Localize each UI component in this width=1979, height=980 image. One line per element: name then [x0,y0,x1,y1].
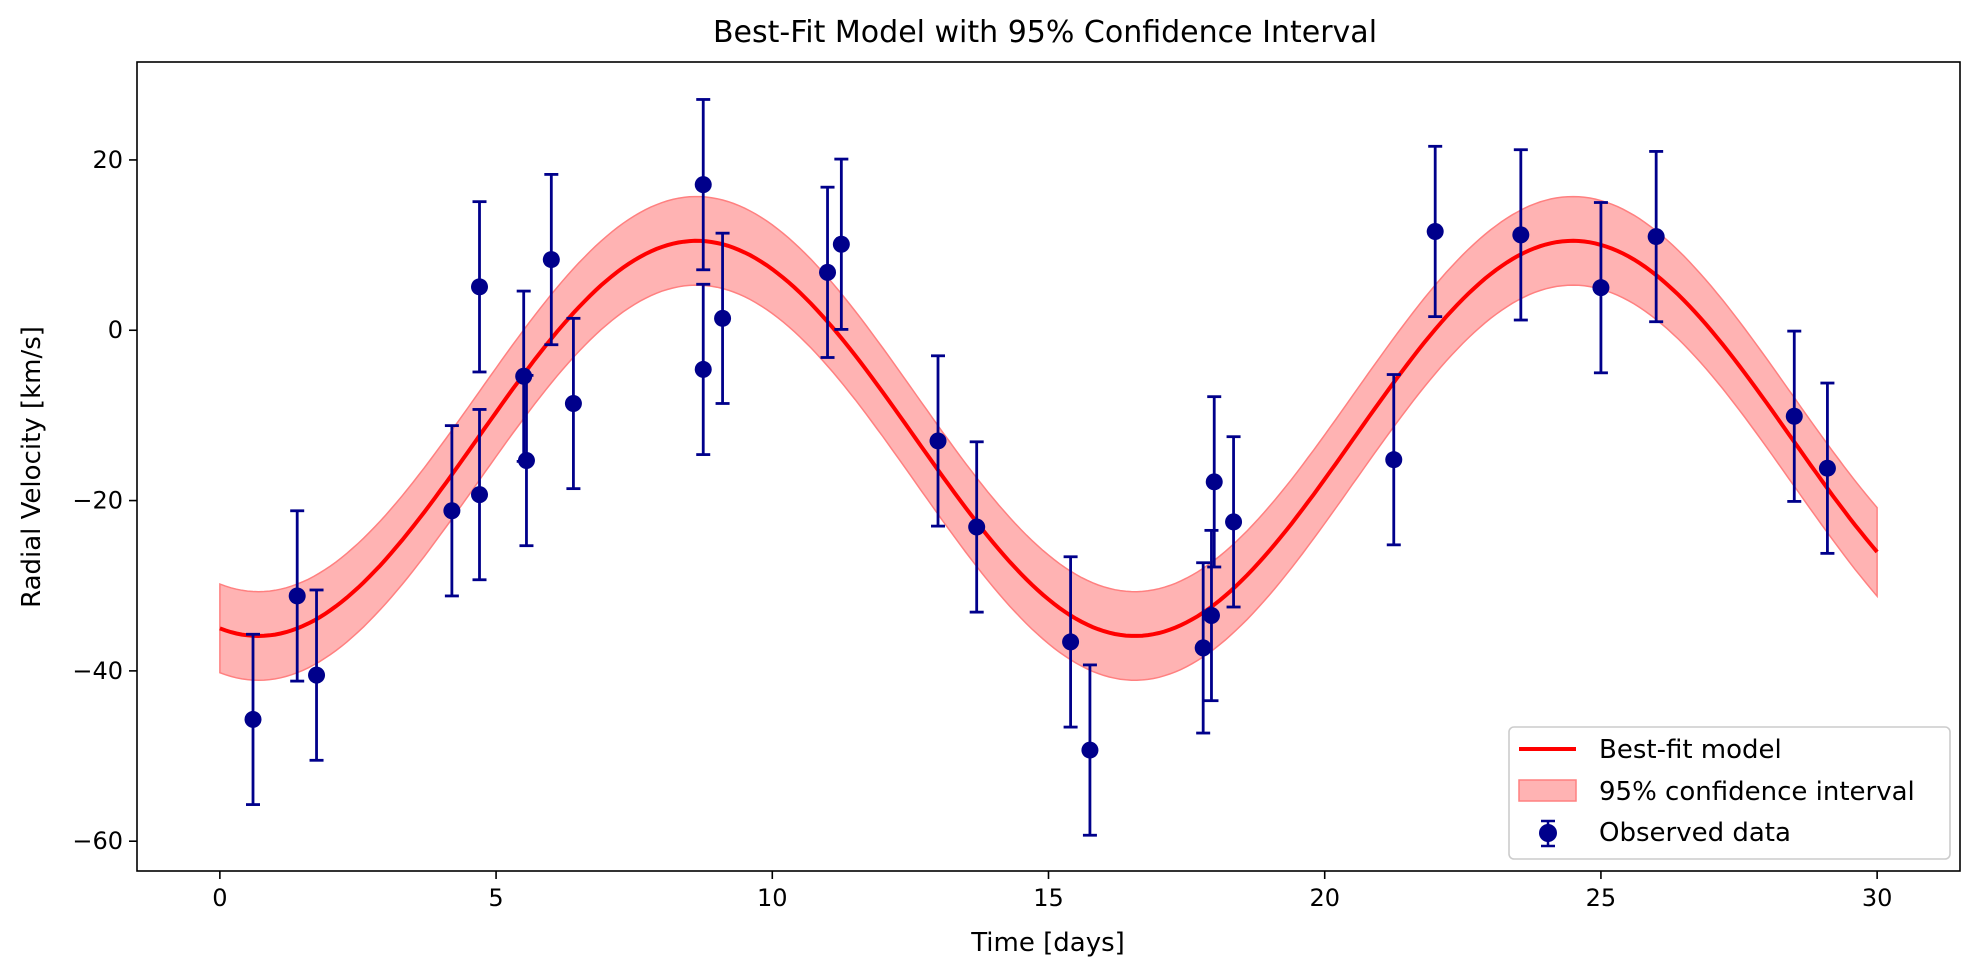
legend-observed-label: Observed data [1599,818,1791,848]
x-tick-label: 10 [757,884,788,912]
data-point [1205,395,1223,569]
data-marker [1062,633,1080,651]
x-tick-label: 25 [1586,884,1617,912]
data-marker [832,235,850,253]
data-marker [244,710,262,728]
data-point [714,231,732,405]
data-point [694,98,712,272]
data-point [1647,150,1665,324]
y-tick-label: 20 [92,146,123,174]
data-marker [1202,607,1220,625]
data-marker [542,251,560,269]
data-marker [714,309,732,327]
legend-observed-swatch [1539,819,1557,848]
data-point [471,408,489,582]
data-point [1081,663,1099,837]
data-point [443,424,461,598]
x-axis-label: Time [days] [970,928,1125,958]
x-tick-label: 30 [1862,884,1893,912]
data-marker [694,176,712,194]
data-marker [471,278,489,296]
legend-band-swatch [1518,779,1577,802]
data-marker [308,666,326,684]
data-point [1818,381,1836,555]
data-point [968,440,986,614]
data-marker [968,518,986,536]
data-point [694,282,712,456]
data-marker [1385,451,1403,469]
data-marker [1785,407,1803,425]
data-marker [1225,513,1243,531]
data-marker [1205,473,1223,491]
data-marker [929,432,947,450]
y-tick-label: −60 [72,827,123,855]
data-point [1592,201,1610,375]
data-point [1062,555,1080,729]
data-point [1785,329,1803,503]
x-tick-label: 0 [212,884,227,912]
data-marker [1194,639,1212,657]
data-marker [564,394,582,412]
data-point [1225,435,1243,609]
x-tick-label: 15 [1033,884,1064,912]
legend-frame [1508,726,1951,860]
x-tick-label: 5 [488,884,503,912]
data-marker [1592,279,1610,297]
data-marker [1081,741,1099,759]
data-marker [1647,228,1665,246]
legend: Best-fit model 95% confidence interval O… [1508,726,1951,860]
data-marker [517,452,535,470]
y-tick-label: −20 [72,487,123,515]
data-point [1426,144,1444,319]
y-axis-label: Radial Velocity [km/s] [17,326,47,608]
confidence-band-layer [219,195,1878,681]
data-marker [1818,459,1836,477]
data-point [471,200,489,374]
chart-title: Best-Fit Model with 95% Confidence Inter… [713,15,1377,50]
data-point [517,373,535,548]
y-tick-label: 0 [108,316,123,344]
data-marker [471,486,489,504]
data-marker [694,360,712,378]
data-marker [1426,222,1444,240]
legend-band-label: 95% confidence interval [1599,777,1915,807]
x-tick-label: 20 [1309,884,1340,912]
data-marker [819,263,837,281]
data-marker [443,502,461,520]
data-marker [288,587,306,605]
data-point [1202,528,1220,703]
data-point [542,173,560,347]
data-point [929,354,947,528]
data-point [308,588,326,762]
data-point [1385,373,1403,547]
data-marker [1512,226,1530,244]
y-axis-ticks: −60 −40 −20 0 20 [72,146,137,855]
data-point [564,316,582,491]
observed-data-layer [244,98,1836,837]
data-point [1194,561,1212,735]
data-point [819,185,837,359]
y-tick-label: −40 [72,657,123,685]
data-point [1512,148,1530,322]
data-point [288,509,306,683]
legend-model-label: Best-fit model [1599,735,1782,765]
confidence-band [219,195,1878,681]
x-axis-ticks: 0 5 10 15 20 25 30 [212,871,1892,912]
data-point [244,632,262,806]
data-point [832,157,850,331]
